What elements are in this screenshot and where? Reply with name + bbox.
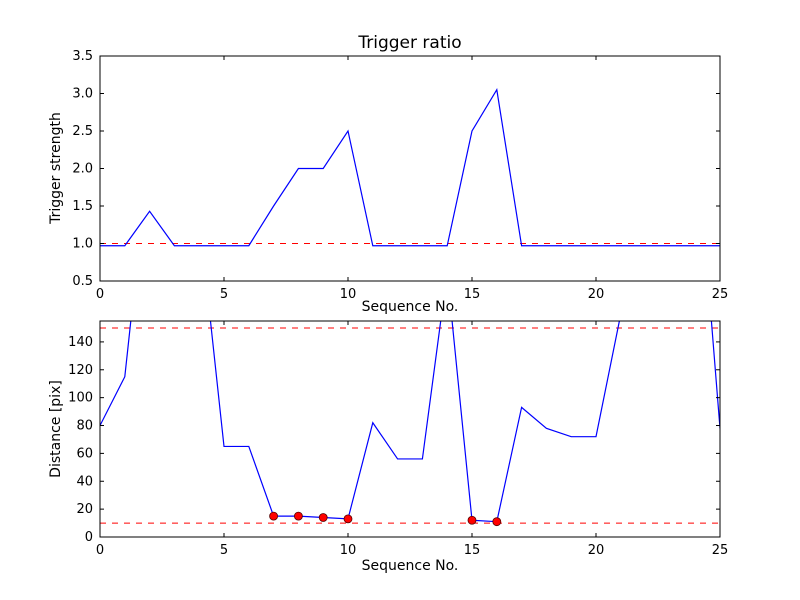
x-tick-label: 15 xyxy=(464,287,481,302)
y-tick-label: 3.0 xyxy=(72,87,93,102)
axes-frame xyxy=(99,320,721,538)
x-tick-label: 25 xyxy=(712,287,729,302)
y-tick-label: 1.0 xyxy=(72,237,93,252)
x-tick-label: 5 xyxy=(220,543,228,558)
y-tick-label: 2.0 xyxy=(72,162,93,177)
x-tick-label: 20 xyxy=(588,287,605,302)
y-tick-label: 1.5 xyxy=(72,199,93,214)
x-tick-label: 10 xyxy=(340,543,357,558)
x-tick-label: 0 xyxy=(96,287,104,302)
distance-line xyxy=(100,321,720,523)
y-tick-label: 3.5 xyxy=(72,49,93,64)
top-x-axis-label: Sequence No. xyxy=(361,299,459,315)
y-tick-label: 0 xyxy=(85,530,93,545)
x-tick-label: 15 xyxy=(464,543,481,558)
axes-frame xyxy=(99,55,721,282)
trigger-points-marker xyxy=(492,517,502,527)
y-tick-label: 120 xyxy=(68,363,93,378)
x-tick-label: 20 xyxy=(588,543,605,558)
trigger-points-marker xyxy=(293,511,303,521)
trigger-points-marker xyxy=(467,515,477,525)
y-tick-label: 60 xyxy=(76,446,93,461)
x-tick-label: 25 xyxy=(712,543,729,558)
y-tick-label: 140 xyxy=(68,335,93,350)
trigger-strength-line xyxy=(100,88,720,247)
chart-title: Trigger ratio xyxy=(358,33,462,53)
top-y-axis-label: Trigger strength xyxy=(48,112,64,224)
y-tick-label: 80 xyxy=(76,419,93,434)
y-tick-label: 100 xyxy=(68,391,93,406)
x-tick-label: 10 xyxy=(340,287,357,302)
trigger-points-marker xyxy=(318,513,328,522)
trigger-points-marker xyxy=(269,511,279,521)
y-tick-label: 20 xyxy=(76,502,93,517)
y-tick-label: 2.5 xyxy=(72,124,93,139)
x-tick-label: 0 xyxy=(96,543,104,558)
trigger-points-marker xyxy=(343,514,353,524)
x-tick-label: 5 xyxy=(220,287,228,302)
bottom-y-axis-label: Distance [pix] xyxy=(48,380,64,478)
bottom-x-axis-label: Sequence No. xyxy=(361,558,459,574)
y-tick-label: 0.5 xyxy=(72,274,93,289)
y-tick-label: 40 xyxy=(76,474,93,489)
